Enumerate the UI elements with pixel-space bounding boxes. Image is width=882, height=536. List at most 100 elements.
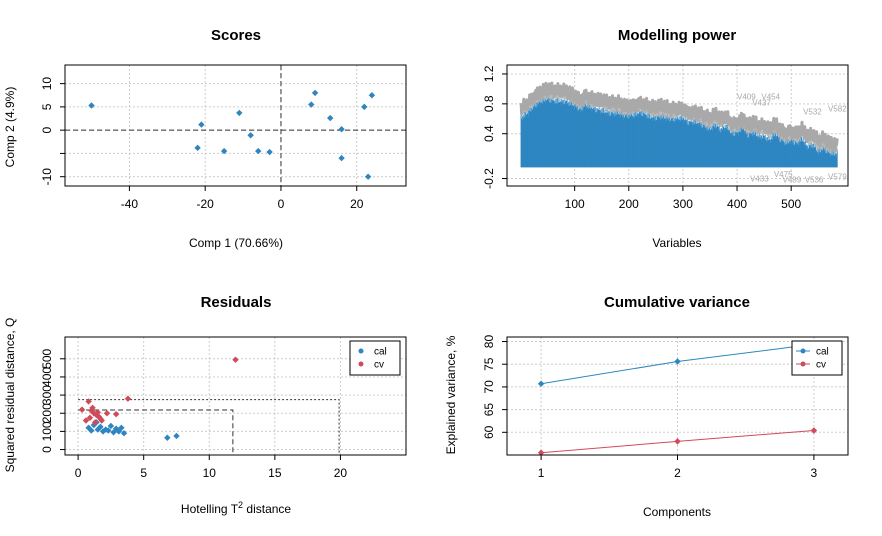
x-tick-label: 500	[781, 197, 801, 211]
y-tick-label: 0.8	[482, 95, 496, 112]
residuals-plot-frame	[64, 336, 407, 456]
critical-limit-line	[78, 409, 234, 455]
scores-panel: Scores Comp 1 (70.66%) Comp 2 (4.9%) -40…	[3, 27, 407, 250]
variable-label: V579	[828, 172, 847, 181]
residuals-legend: cal cv	[349, 340, 401, 376]
modelling-power-panel: Modelling power Variables 100 200 300 400 50…	[482, 27, 849, 250]
residual-point-cal	[88, 427, 95, 434]
residuals-xlabel-suffix: distance	[243, 502, 291, 516]
legend-marker-cv	[358, 361, 364, 367]
residuals-limit-lines	[78, 399, 340, 455]
scores-title: Scores	[211, 27, 261, 44]
x-tick-label: -20	[197, 197, 215, 211]
residual-point-cal	[105, 427, 112, 434]
score-point	[236, 109, 243, 117]
variance-point-cv	[810, 427, 818, 434]
residual-point-cv	[89, 404, 96, 411]
cumulative-variance-ticks: 1 2 3 60 65 70 75 80	[482, 335, 818, 480]
scores-plot-frame	[64, 64, 407, 187]
score-point	[368, 92, 376, 99]
score-point	[364, 173, 372, 180]
residual-point-cv	[98, 417, 105, 424]
x-tick-label: -40	[121, 197, 139, 211]
variance-point-cv	[674, 438, 681, 445]
modelling-power-bars	[520, 96, 838, 168]
residual-point-cal	[107, 422, 115, 430]
residual-point-cal	[164, 434, 171, 441]
residual-point-cv	[232, 356, 239, 363]
score-point	[194, 144, 201, 152]
score-point	[88, 102, 95, 109]
legend-box	[791, 340, 843, 376]
y-tick-label: 65	[482, 403, 496, 417]
cumulative-variance-panel: Cumulative variance Components Explained…	[444, 294, 849, 519]
residual-point-cv	[124, 395, 132, 402]
scores-xlabel: Comp 1 (70.66%)	[189, 236, 283, 250]
score-point	[220, 147, 228, 155]
score-point	[308, 101, 315, 108]
x-tick-label: 300	[673, 197, 693, 211]
modelling-power-plot-frame	[506, 64, 849, 187]
x-tick-label: 0	[278, 197, 285, 211]
modelling-power-ticks: 100 200 300 400 500 -0.2 0.4 0.8 1.2	[482, 65, 801, 211]
y-tick-label: 400	[40, 367, 54, 387]
variable-label: V454	[761, 92, 780, 101]
score-point	[266, 148, 273, 156]
cumulative-variance-title: Cumulative variance	[604, 294, 750, 311]
cumulative-variance-plot-frame	[506, 336, 849, 456]
residual-point-cv	[112, 410, 120, 418]
scores-grid	[65, 65, 406, 186]
legend-marker-cal	[800, 348, 806, 354]
y-tick-label: 0.4	[482, 125, 496, 142]
y-tick-label: 0	[40, 446, 54, 453]
residuals-panel: Residuals Hotelling T2 distance Squared …	[3, 294, 407, 516]
scores-reference-lines	[65, 65, 406, 186]
legend-marker-cal	[358, 348, 364, 354]
residuals-points	[78, 356, 239, 441]
residual-point-cal	[85, 424, 92, 431]
legend-marker-cv	[800, 361, 806, 367]
modelling-power-title: Modelling power	[618, 27, 736, 44]
x-tick-label: 1	[538, 466, 545, 480]
variable-label: V475	[774, 170, 793, 179]
residuals-title: Residuals	[201, 294, 272, 311]
y-tick-label: 70	[482, 380, 496, 394]
score-point	[247, 132, 254, 139]
residual-point-cv	[94, 409, 101, 416]
x-tick-label: 200	[619, 197, 639, 211]
y-tick-label: 100	[40, 421, 54, 441]
variable-label: V536	[805, 175, 824, 184]
y-tick-label: -0.2	[482, 168, 496, 189]
critical-limit-line	[78, 399, 340, 455]
cumulative-variance-legend: cal cv	[791, 340, 843, 376]
scores-ticks: -40 -20 0 20 -10 0 5 10	[40, 77, 364, 211]
y-tick-label: 200	[40, 403, 54, 423]
score-point	[361, 103, 368, 111]
modelling-power-xlabel: Variables	[652, 236, 701, 250]
x-tick-label: 5	[140, 466, 147, 480]
variable-label: V437	[752, 98, 771, 107]
y-tick-label: 5	[40, 103, 54, 110]
residuals-xlabel-sup: 2	[238, 500, 243, 510]
y-tick-label: 500	[40, 348, 54, 368]
modelling-power-gray-lower	[520, 91, 838, 153]
x-tick-label: 10	[203, 466, 217, 480]
x-tick-label: 400	[727, 197, 747, 211]
residual-point-cv	[103, 410, 111, 417]
legend-label-cv: cv	[816, 360, 826, 371]
residual-point-cal	[118, 424, 125, 431]
cumulative-variance-xlabel: Components	[643, 505, 711, 519]
residuals-ylabel: Squared residual distance, Q	[3, 318, 17, 473]
y-tick-label: -10	[40, 168, 54, 186]
y-tick-label: 60	[482, 425, 496, 439]
x-tick-label: 3	[811, 466, 818, 480]
residuals-xlabel-main: Hotelling T	[181, 502, 239, 516]
y-tick-label: 0	[40, 126, 54, 133]
cumulative-variance-ylabel: Explained variance, %	[444, 335, 458, 454]
y-tick-label: 1.2	[482, 65, 496, 82]
residual-point-cv	[86, 414, 94, 421]
x-tick-label: 2	[674, 466, 681, 480]
residual-point-cal	[97, 423, 104, 431]
